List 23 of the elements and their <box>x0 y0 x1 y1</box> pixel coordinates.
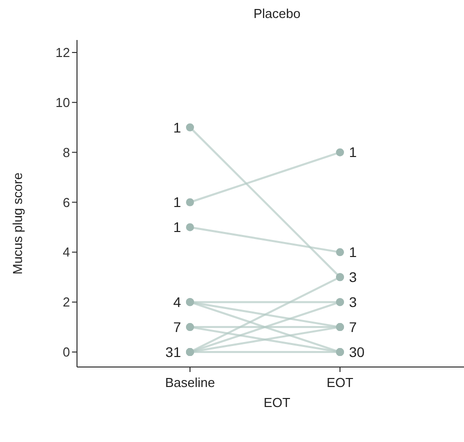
y-tick-label: 0 <box>62 344 70 360</box>
annotation: 3 <box>349 269 357 286</box>
annotation: 3 <box>349 294 357 310</box>
y-tick-label: 8 <box>62 144 70 160</box>
x-tick-label: Baseline <box>165 375 215 390</box>
y-tick-label: 4 <box>62 244 70 260</box>
chart-title: Placebo <box>254 6 300 21</box>
y-tick-label: 10 <box>56 94 70 110</box>
annotation: 1 <box>173 119 182 136</box>
annotation: 1 <box>349 244 357 260</box>
annotation: 7 <box>349 318 357 335</box>
text: EOT <box>264 395 290 410</box>
annotation: 7 <box>173 318 182 335</box>
annotation: 1 <box>173 194 182 210</box>
y-tick-label: 2 <box>62 294 70 310</box>
y-tick-label: 6 <box>62 194 70 210</box>
annotation: 30 <box>349 344 365 360</box>
annotation: 1 <box>349 144 357 160</box>
annotation: 1 <box>173 219 182 236</box>
annotation: 31 <box>165 344 182 360</box>
annotation: 4 <box>173 294 182 310</box>
y-axis-title: Mucus plug score <box>10 172 25 274</box>
y-tick-label: 12 <box>56 45 70 60</box>
